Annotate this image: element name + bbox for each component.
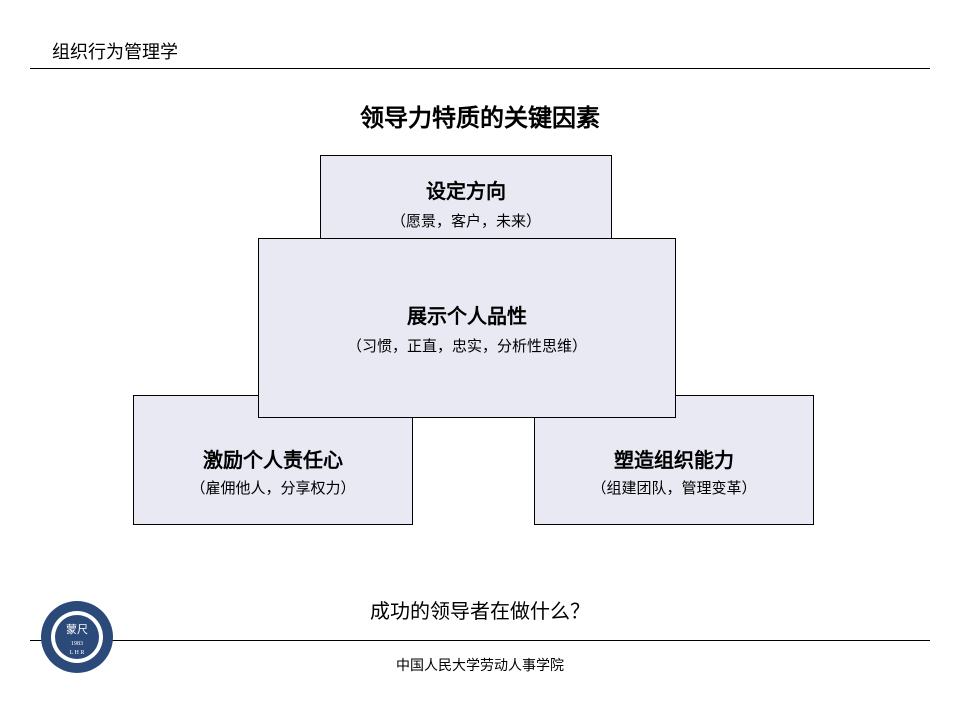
svg-text:L H R: L H R (70, 650, 85, 656)
box-set-direction-sub: （愿景，客户，未来） (391, 210, 541, 231)
box-motivate-sub: （雇佣他人，分享权力） (190, 477, 355, 498)
university-logo: 蒙尺 1983 L H R (40, 600, 114, 674)
footer-rule (30, 640, 930, 641)
box-character-sub: （习惯，正直，忠实，分析性思维） (347, 335, 587, 356)
box-character-title: 展示个人品性 (407, 300, 527, 329)
slide-page: 组织行为管理学 领导力特质的关键因素 设定方向 （愿景，客户，未来） 激励个人责… (0, 0, 960, 720)
institution-name: 中国人民大学劳动人事学院 (0, 655, 960, 675)
header-rule (30, 68, 930, 69)
sub-question: 成功的领导者在做什么？ (0, 595, 960, 624)
slide-title: 领导力特质的关键因素 (0, 98, 960, 133)
box-build-title: 塑造组织能力 (614, 444, 734, 473)
box-build-sub: （组建团队，管理变革） (591, 477, 756, 498)
logo-icon: 蒙尺 1983 L H R (40, 600, 114, 674)
box-personal-character: 展示个人品性 （习惯，正直，忠实，分析性思维） (258, 238, 676, 418)
box-motivate-title: 激励个人责任心 (203, 444, 343, 473)
svg-text:1983: 1983 (71, 641, 83, 647)
course-name: 组织行为管理学 (52, 38, 178, 64)
box-set-direction-title: 设定方向 (426, 175, 506, 204)
svg-text:蒙尺: 蒙尺 (66, 623, 88, 636)
box-set-direction: 设定方向 （愿景，客户，未来） (320, 155, 612, 251)
